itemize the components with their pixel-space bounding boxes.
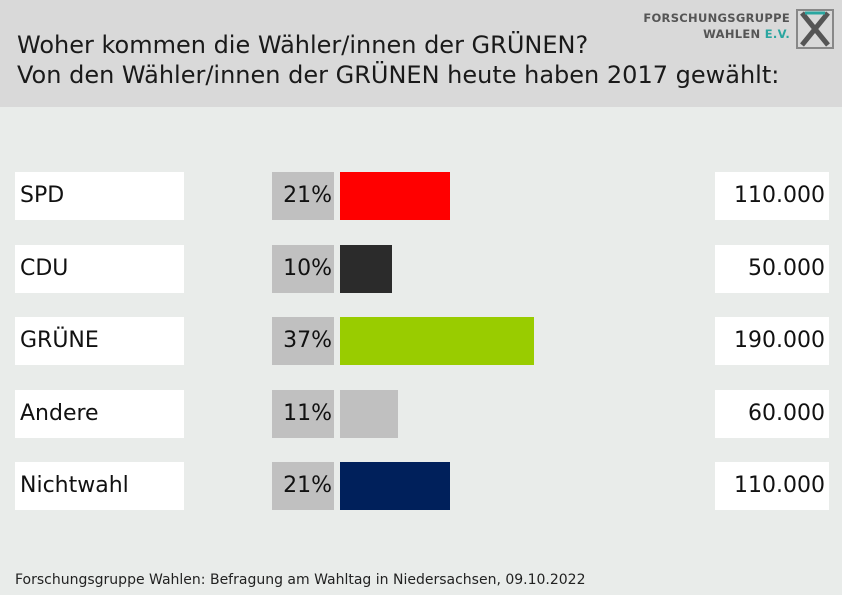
absolute-value-label: 190.000 (715, 317, 829, 365)
absolute-value-label: 50.000 (715, 245, 829, 293)
title-line-1: Woher kommen die Wähler/innen der GRÜNEN… (17, 31, 589, 59)
absolute-value-label: 110.000 (715, 462, 829, 510)
bar (340, 172, 450, 220)
header: Woher kommen die Wähler/innen der GRÜNEN… (0, 0, 842, 107)
category-label: Nichtwahl (15, 462, 184, 510)
logo-icon (796, 9, 834, 49)
logo-line-2: WAHLEN E.V. (643, 26, 790, 42)
category-label: Andere (15, 390, 184, 438)
source-note: Forschungsgruppe Wahlen: Befragung am Wa… (15, 572, 586, 588)
percent-label: 11% (272, 390, 334, 438)
percent-label: 37% (272, 317, 334, 365)
title-line-2: Von den Wähler/innen der GRÜNEN heute ha… (17, 61, 780, 89)
percent-label: 21% (272, 172, 334, 220)
bar (340, 462, 450, 510)
logo-text: FORSCHUNGSGRUPPE WAHLEN E.V. (643, 10, 790, 42)
absolute-value-label: 60.000 (715, 390, 829, 438)
absolute-value-label: 110.000 (715, 172, 829, 220)
logo-line-1: FORSCHUNGSGRUPPE (643, 11, 790, 25)
chart-title: Woher kommen die Wähler/innen der GRÜNEN… (17, 30, 779, 90)
category-label: CDU (15, 245, 184, 293)
percent-label: 21% (272, 462, 334, 510)
bar (340, 245, 392, 293)
category-label: GRÜNE (15, 317, 184, 365)
bar (340, 390, 398, 438)
percent-label: 10% (272, 245, 334, 293)
logo-line-2-name: WAHLEN (703, 27, 761, 41)
category-label: SPD (15, 172, 184, 220)
logo-ev: E.V. (764, 27, 790, 41)
bar (340, 317, 534, 365)
